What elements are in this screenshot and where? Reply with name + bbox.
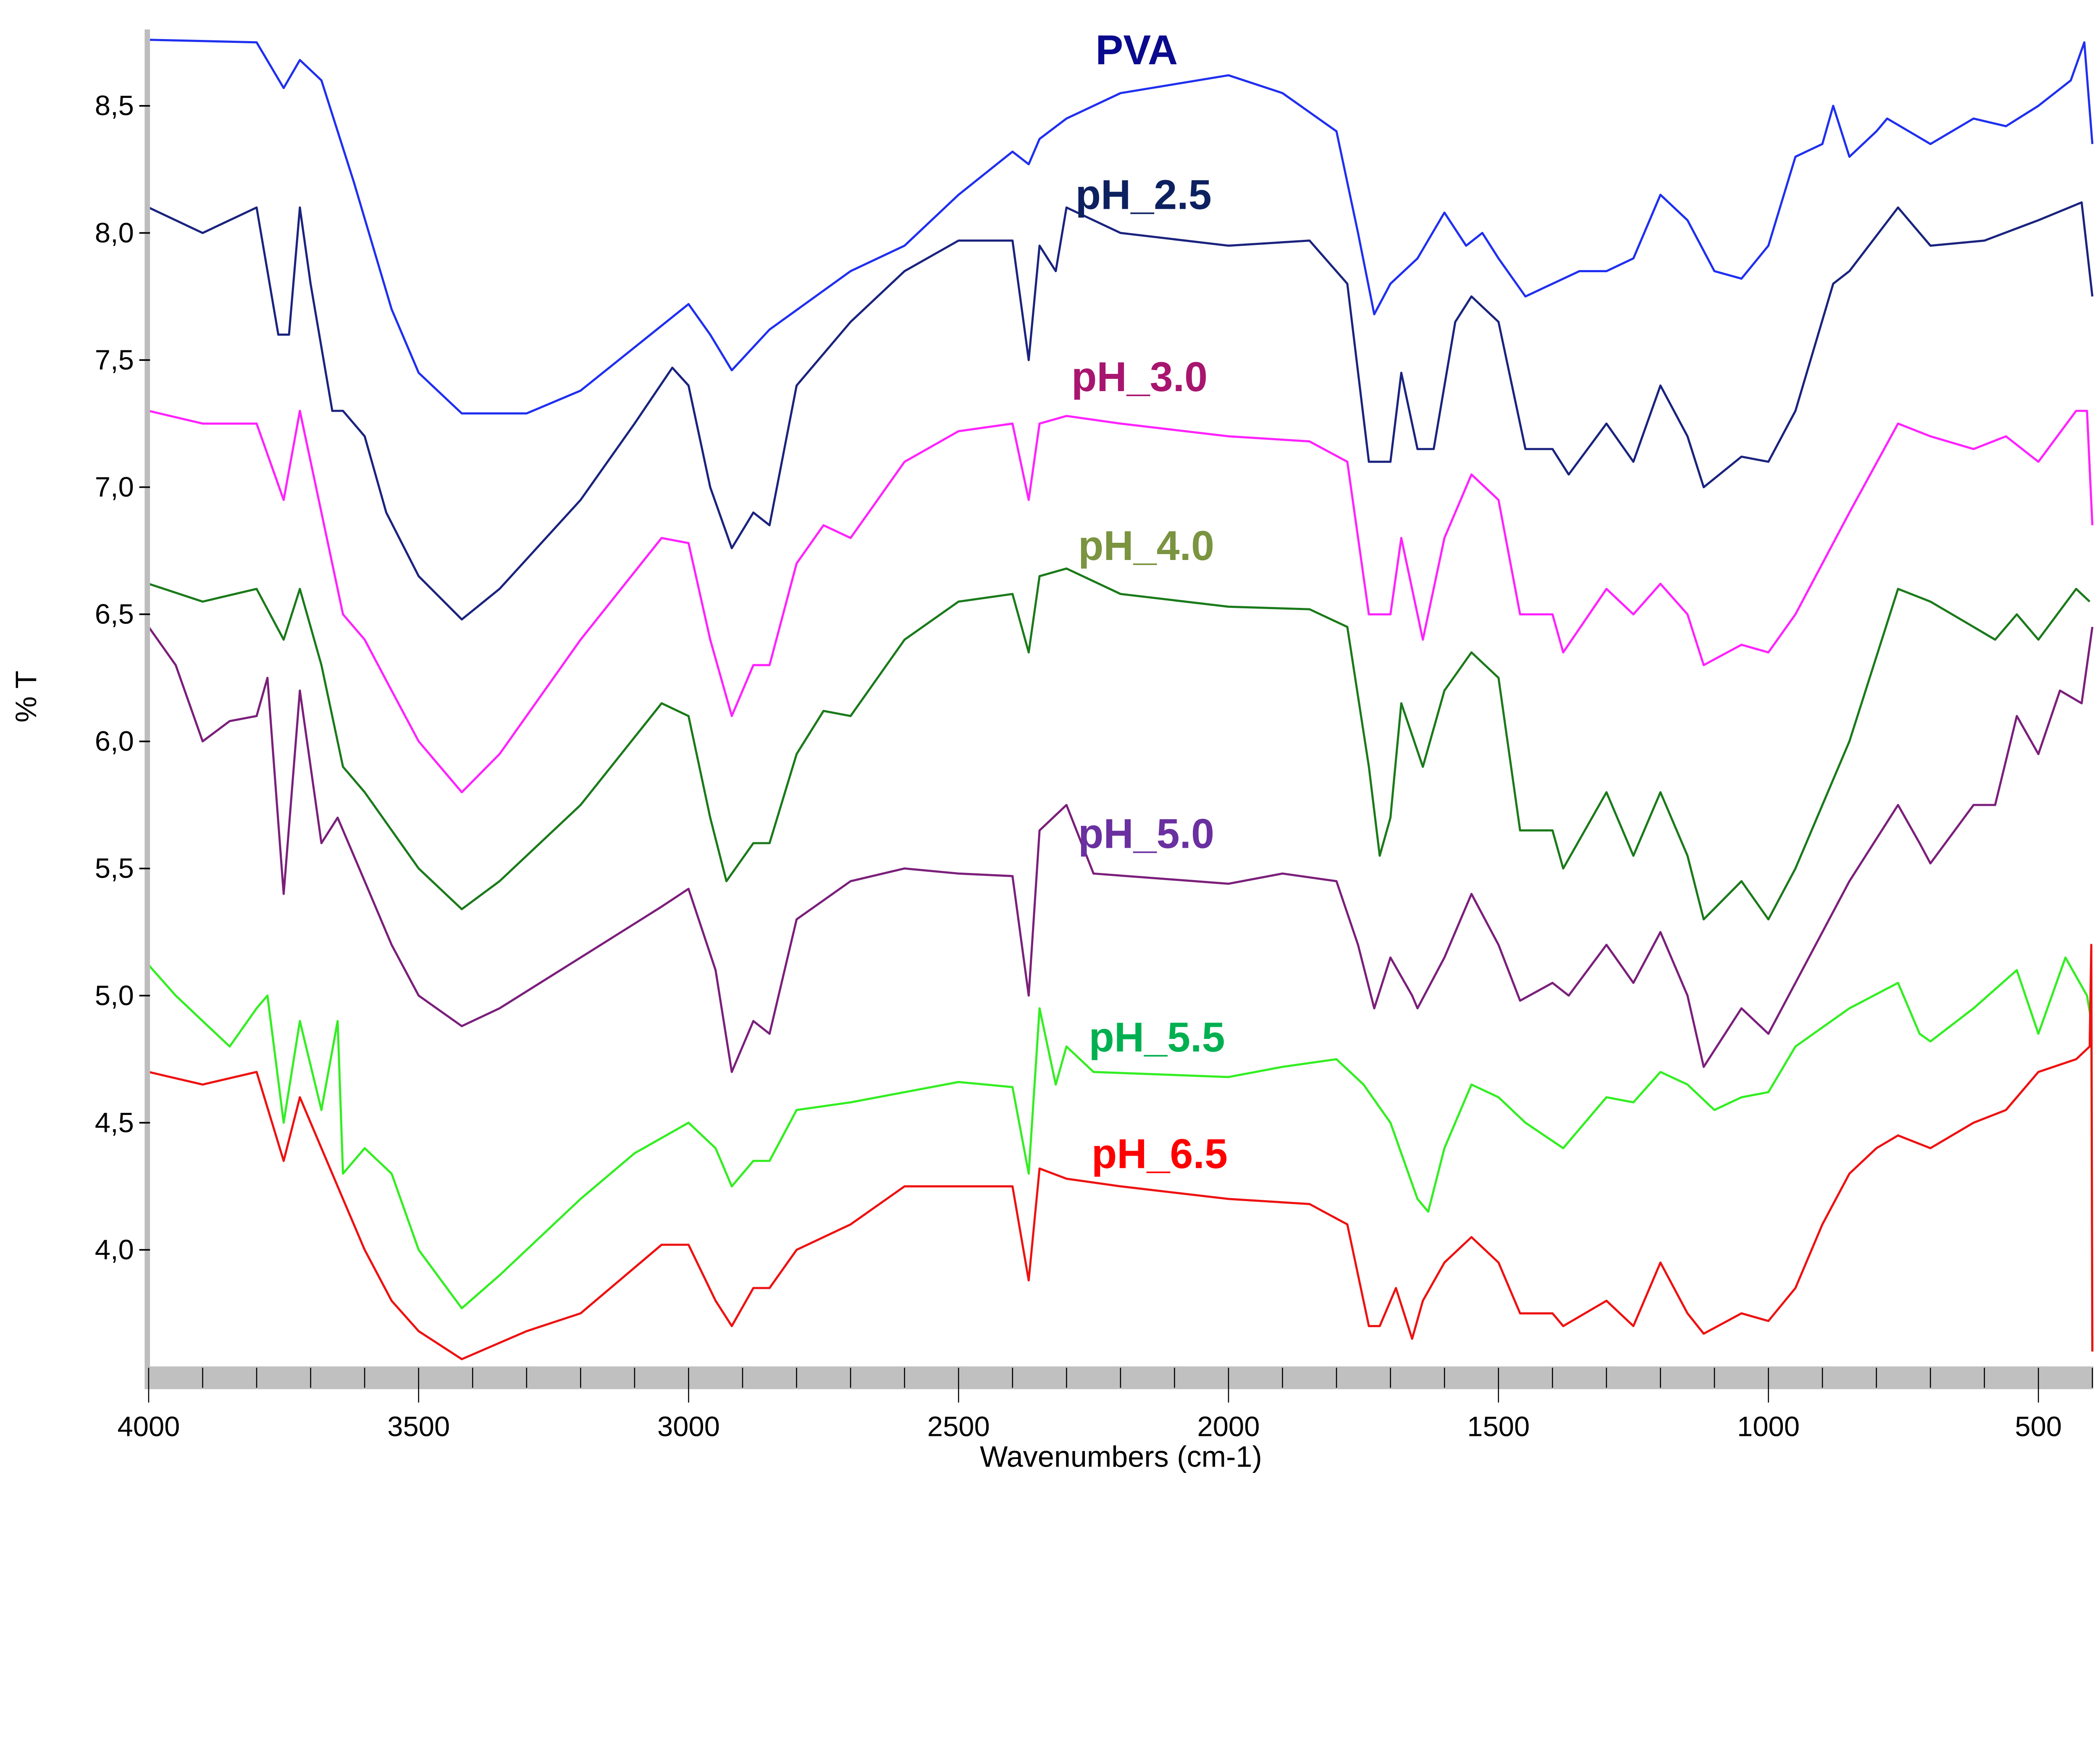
x-tick-label: 1500: [1467, 1411, 1530, 1442]
series-label-ph-4-0: pH_4.0: [1078, 523, 1214, 569]
y-tick-label: 7,0: [95, 471, 134, 503]
y-tick-label: 8,5: [95, 90, 134, 121]
y-tick-label: 5,5: [95, 853, 134, 884]
series-line-ph-6-5: [148, 944, 2094, 1360]
y-axis-title: % T: [9, 670, 42, 722]
axes: 4,0 4,5 5,0 5,5 6,0 6,5 7,0 7,5 8,0 8,5 4000 3500 30…: [95, 29, 2094, 1442]
y-tick-label: 6,0: [95, 726, 134, 757]
series-label-ph-5-5: pH_5.5: [1089, 1014, 1225, 1060]
ftir-chart: PVApH_2.5pH_3.0pH_4.0pH_5.0pH_5.5pH_6.5 …: [9, 27, 2094, 1473]
series-label-ph-3-0: pH_3.0: [1071, 354, 1208, 400]
series-label-ph-5-0: pH_5.0: [1078, 810, 1214, 857]
x-tick-label: 4000: [117, 1411, 180, 1442]
x-axis-band: [144, 1366, 2094, 1389]
plot-area: PVA pH_2.5 pH_3.0 pH_4.0 pH_5.0 pH_5.5 pH_6.5: [147, 27, 2094, 1360]
x-tick-label: 500: [2015, 1411, 2062, 1442]
x-tick-label: 3000: [657, 1411, 720, 1442]
series-label-ph-2-5: pH_2.5: [1076, 171, 1212, 218]
x-tick-label: 2000: [1197, 1411, 1260, 1442]
series-label-ph-6-5: pH_6.5: [1092, 1131, 1228, 1177]
series-line-pva: [148, 39, 2094, 415]
series-line-ph-3-0: [148, 410, 2094, 794]
series-line-ph-5-5: [148, 956, 2094, 1352]
y-tick-label: 4,5: [95, 1107, 134, 1138]
series-line-ph-2-5: [148, 201, 2094, 621]
y-tick-label: 8,0: [95, 217, 134, 249]
series-line-ph-4-0: [148, 567, 2091, 920]
x-tick-label: 2500: [927, 1411, 990, 1442]
x-axis-title: Wavenumbers (cm-1): [980, 1440, 1262, 1473]
y-tick-label: 7,5: [95, 344, 134, 376]
y-tick-label: 6,5: [95, 599, 134, 630]
x-tick-label: 1000: [1737, 1411, 1800, 1442]
y-tick-label: 4,0: [95, 1234, 134, 1265]
series-label-pva: PVA: [1095, 27, 1178, 73]
series-line-ph-5-0: [147, 626, 2094, 1073]
y-tick-label: 5,0: [95, 980, 134, 1011]
x-tick-label: 3500: [387, 1411, 450, 1442]
y-axis-line: [144, 29, 150, 1369]
